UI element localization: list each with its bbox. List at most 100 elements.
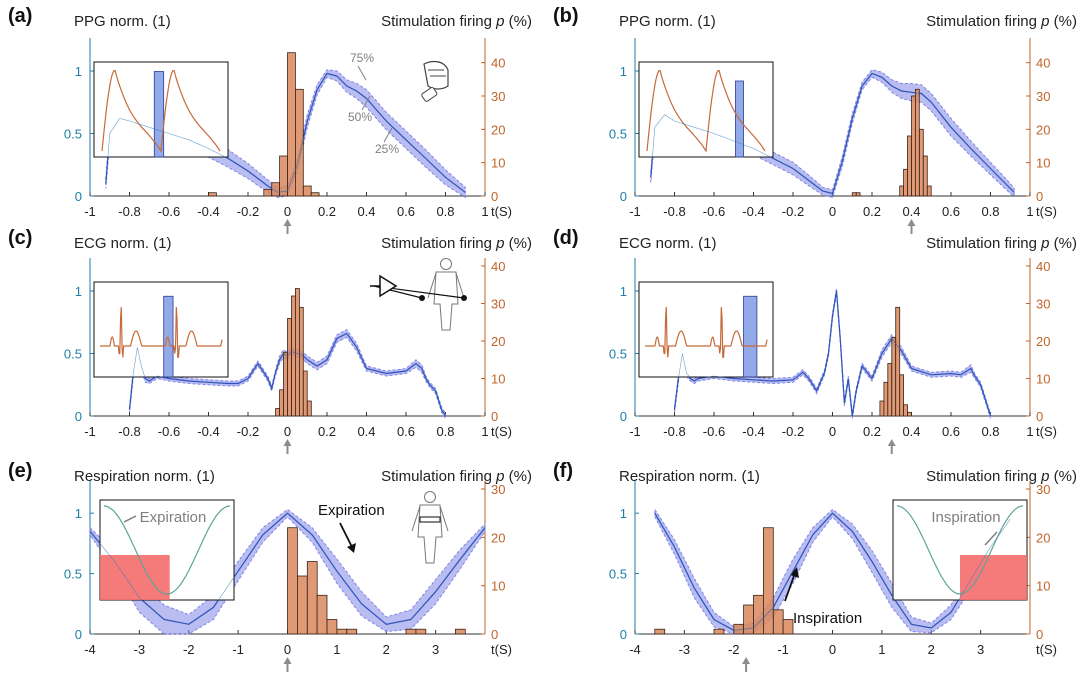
right-axis-title-text: Stimulation firing bbox=[381, 235, 496, 252]
right-tick-label: 30 bbox=[1036, 89, 1050, 104]
x-tick-label: 0.4 bbox=[902, 204, 920, 219]
signal-band bbox=[650, 69, 1015, 198]
left-tick-label: 0.5 bbox=[609, 127, 627, 142]
body-head bbox=[424, 491, 436, 503]
x-tick-label: 0 bbox=[284, 642, 291, 657]
x-tick-label: -1 bbox=[629, 204, 641, 219]
histogram-bar bbox=[851, 192, 857, 197]
signal-trace bbox=[89, 512, 486, 625]
right-axis-title-text: Stimulation firing bbox=[926, 13, 1041, 30]
x-tick-label: -1 bbox=[84, 424, 96, 439]
x-tick-label: 0.8 bbox=[436, 424, 454, 439]
right-tick-label: 10 bbox=[491, 156, 505, 171]
panel-letter: (c) bbox=[8, 227, 32, 249]
histogram-bar bbox=[743, 604, 754, 635]
x-tick-label: 3 bbox=[432, 642, 439, 657]
right-tick-label: 10 bbox=[491, 579, 505, 594]
histogram-bar bbox=[310, 192, 320, 197]
right-tick-label: 20 bbox=[1036, 530, 1050, 545]
panel-a: (a) PPG norm. (1) Stimulation firing p (%)… bbox=[8, 5, 532, 234]
signal-trace bbox=[654, 512, 1011, 631]
x-tick-label: -2 bbox=[728, 642, 740, 657]
x-tick-label: -1 bbox=[232, 642, 244, 657]
x-tick-label: 0 bbox=[829, 204, 836, 219]
right-tick-label: 0 bbox=[1036, 627, 1043, 642]
right-axis-title-text: Stimulation firing bbox=[381, 13, 496, 30]
right-axis-title-unit: (%) bbox=[1050, 235, 1078, 252]
right-axis-title-italic: p bbox=[495, 13, 504, 30]
right-tick-label: 40 bbox=[491, 56, 505, 71]
x-tick-label: 0.6 bbox=[397, 424, 415, 439]
panel-e: (e) Respiration norm. (1) Stimulation firi… bbox=[8, 460, 532, 672]
right-axis-title-italic: p bbox=[495, 235, 504, 252]
inset-box bbox=[638, 61, 774, 158]
signal-trace bbox=[650, 73, 1015, 194]
inset-trace bbox=[896, 505, 1024, 595]
x-tick-label: 0.8 bbox=[436, 204, 454, 219]
left-tick-label: 1 bbox=[75, 64, 82, 79]
x-tick-label: -3 bbox=[134, 642, 146, 657]
left-tick-label: 0 bbox=[620, 627, 627, 642]
x-tick-label: 1 bbox=[481, 204, 488, 219]
firing-arrow-head bbox=[283, 219, 292, 226]
phase-arrow bbox=[339, 522, 353, 548]
right-axis-title: Stimulation firing p (%) bbox=[926, 468, 1077, 485]
right-tick-label: 10 bbox=[1036, 579, 1050, 594]
histogram-bar bbox=[926, 185, 932, 197]
phase-annotation: Expiration bbox=[318, 502, 385, 519]
right-tick-label: 10 bbox=[1036, 372, 1050, 387]
right-axis-title: Stimulation firing p (%) bbox=[381, 468, 532, 485]
x-unit-label: t(S) bbox=[1036, 204, 1057, 219]
histogram-bar bbox=[899, 374, 905, 417]
inset-box bbox=[93, 281, 229, 378]
right-tick-label: 0 bbox=[491, 627, 498, 642]
right-axis-title-italic: p bbox=[1040, 13, 1049, 30]
x-tick-label: -0.6 bbox=[158, 424, 180, 439]
x-tick-label: -4 bbox=[629, 642, 641, 657]
histogram-bar bbox=[914, 88, 920, 197]
x-tick-label: 0.6 bbox=[942, 424, 960, 439]
histogram-bar bbox=[753, 594, 764, 635]
x-tick-label: -0.2 bbox=[782, 204, 804, 219]
histogram-bar bbox=[279, 155, 288, 197]
panel-letter: (a) bbox=[8, 5, 32, 27]
right-tick-label: 40 bbox=[491, 259, 505, 274]
histogram-bar bbox=[302, 370, 308, 417]
histogram-bar bbox=[911, 95, 916, 197]
histogram-bar bbox=[907, 135, 912, 197]
histogram-bar bbox=[336, 628, 348, 635]
panel-letter: (b) bbox=[553, 5, 579, 27]
x-tick-label: 0.4 bbox=[357, 424, 375, 439]
right-tick-label: 20 bbox=[491, 334, 505, 349]
right-axis-title-unit: (%) bbox=[505, 468, 533, 485]
inset-annotation: Inspiration bbox=[931, 509, 1000, 526]
inset-window bbox=[163, 295, 174, 378]
x-tick-label: 1 bbox=[481, 424, 488, 439]
x-tick-label: -4 bbox=[84, 642, 96, 657]
x-unit-label: t(S) bbox=[491, 204, 512, 219]
histogram-bar bbox=[275, 408, 281, 417]
x-tick-label: 2 bbox=[383, 642, 390, 657]
x-tick-label: 0.8 bbox=[981, 204, 999, 219]
right-axis-title-text: Stimulation firing bbox=[926, 468, 1041, 485]
panel-d: (d) ECG norm. (1) Stimulation firing p (%)… bbox=[553, 227, 1077, 454]
x-tick-label: 0.4 bbox=[357, 204, 375, 219]
histogram-bar bbox=[903, 404, 908, 417]
histogram-bar bbox=[907, 411, 912, 417]
histogram-bar bbox=[287, 318, 292, 417]
x-tick-label: -1 bbox=[629, 424, 641, 439]
histogram-bar bbox=[782, 619, 794, 635]
x-tick-label: 0.6 bbox=[942, 204, 960, 219]
firing-arrow-head bbox=[907, 219, 916, 226]
right-axis-title-text: Stimulation firing bbox=[381, 468, 496, 485]
left-tick-label: 0 bbox=[620, 409, 627, 424]
histogram-bar bbox=[298, 306, 304, 417]
x-tick-label: 0 bbox=[284, 424, 291, 439]
percentile-leader bbox=[383, 127, 393, 143]
x-tick-label: -2 bbox=[183, 642, 195, 657]
phase-arrow-head bbox=[790, 567, 799, 578]
histogram-bar bbox=[283, 351, 288, 417]
left-tick-label: 0.5 bbox=[609, 347, 627, 362]
left-axis-title: ECG norm. (1) bbox=[74, 235, 172, 252]
inset-window bbox=[743, 295, 758, 378]
